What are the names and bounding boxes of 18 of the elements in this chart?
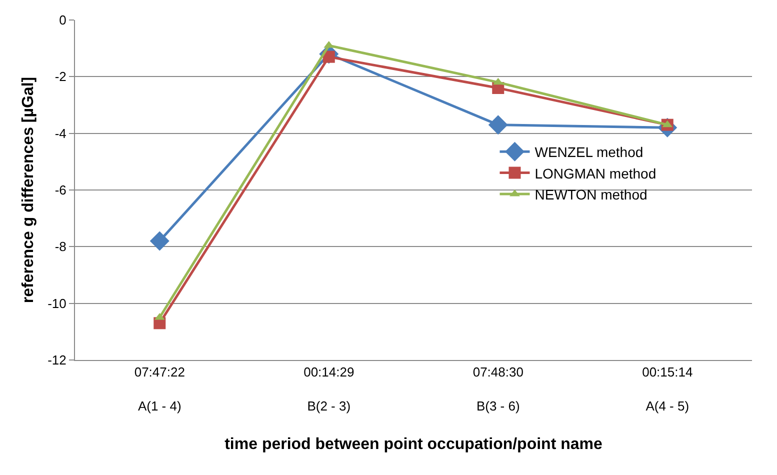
legend-label: LONGMAN method <box>534 165 656 182</box>
y-axis-title: reference g differences [µGal] <box>20 76 37 304</box>
category-label: 00:14:29 B(2 - 3) <box>304 364 354 414</box>
category-label: 00:15:14 A(4 - 5) <box>642 364 693 414</box>
legend-label: WENZEL method <box>534 144 644 160</box>
y-tick-label: 0 <box>59 12 66 28</box>
x-axis-title: time period between point occupation/point name <box>224 436 602 454</box>
point <box>150 231 170 251</box>
y-tick-label: -2 <box>54 69 66 84</box>
y-tick-label: -10 <box>48 296 66 311</box>
y-tick-label: -6 <box>54 182 66 198</box>
point <box>488 115 508 135</box>
category-label: 07:47:22 A(1 - 4) <box>134 364 185 414</box>
y-tick-label: -4 <box>54 126 66 141</box>
y-tick-label: -12 <box>48 352 66 368</box>
legend-label: NEWTON method <box>534 186 648 202</box>
y-tick-label: -8 <box>54 239 66 254</box>
category-label: 07:48:30 B(3 - 6) <box>472 364 524 414</box>
